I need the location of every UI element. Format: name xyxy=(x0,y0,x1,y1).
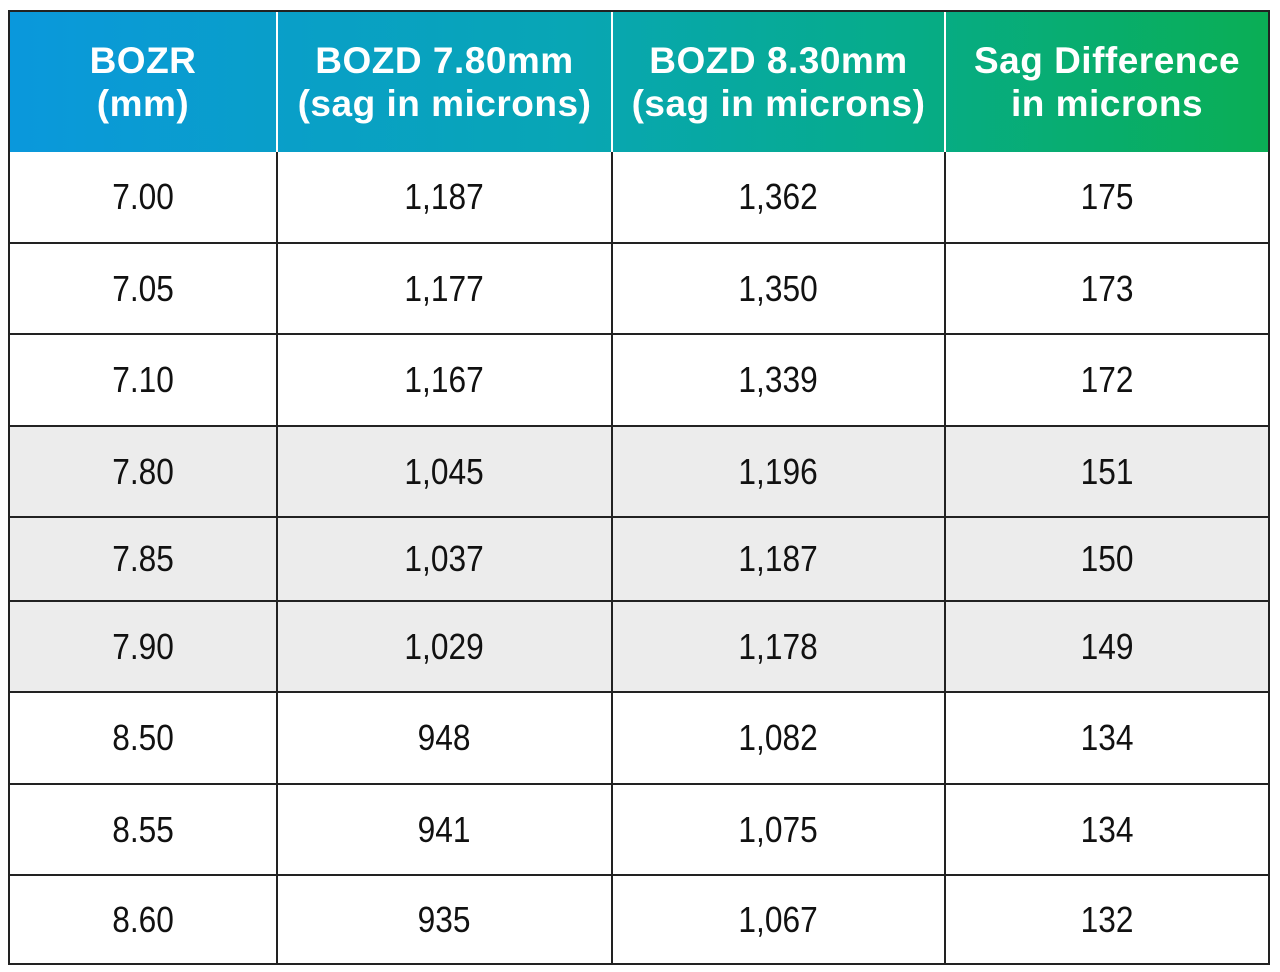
cell-text: 1,362 xyxy=(738,176,819,217)
table-cell: 1,362 xyxy=(613,152,946,244)
cell-text: 1,339 xyxy=(738,359,819,400)
table-cell: 1,167 xyxy=(278,335,613,427)
cell-text: 149 xyxy=(1080,625,1134,667)
table-cell: 7.85 xyxy=(10,518,278,602)
table-cell: 948 xyxy=(278,693,613,785)
table-cell: 134 xyxy=(946,693,1268,785)
table-cell: 1,075 xyxy=(613,785,946,876)
header-text: BOZR xyxy=(89,40,197,81)
table-cell: 1,187 xyxy=(613,518,946,602)
cell-text: 134 xyxy=(1080,717,1134,758)
table-cell: 7.05 xyxy=(10,244,278,335)
table-cell: 8.60 xyxy=(10,876,278,963)
table-cell: 8.55 xyxy=(10,785,278,876)
cell-text: 1,167 xyxy=(404,359,485,400)
table-cell: 7.90 xyxy=(10,602,278,693)
cell-text: 1,082 xyxy=(738,717,819,758)
cell-text: 935 xyxy=(418,898,471,940)
header-text: BOZD 7.80mm xyxy=(315,40,574,81)
cell-text: 8.50 xyxy=(112,717,174,758)
cell-text: 1,187 xyxy=(738,538,819,579)
cell-text: 150 xyxy=(1080,538,1134,579)
table-cell: 151 xyxy=(946,427,1268,518)
table-cell: 1,339 xyxy=(613,335,946,427)
cell-text: 7.85 xyxy=(112,538,174,579)
header-cell: BOZD 7.80mm (sag in microns) xyxy=(278,12,613,152)
table-cell: 1,037 xyxy=(278,518,613,602)
table-cell: 1,082 xyxy=(613,693,946,785)
cell-text: 1,187 xyxy=(404,176,485,217)
header-text: (sag in microns) xyxy=(297,83,592,124)
table-cell: 7.00 xyxy=(10,152,278,244)
header-text: Sag Difference xyxy=(973,40,1241,81)
header-cell: BOZR (mm) xyxy=(10,12,278,152)
cell-text: 1,029 xyxy=(404,625,485,667)
cell-text: 948 xyxy=(418,717,471,758)
cell-text: 151 xyxy=(1080,450,1134,492)
table-cell: 935 xyxy=(278,876,613,963)
header-cell: Sag Difference in microns xyxy=(946,12,1268,152)
header-cell: BOZD 8.30mm (sag in microns) xyxy=(613,12,946,152)
cell-text: 172 xyxy=(1080,359,1134,400)
table-cell: 1,350 xyxy=(613,244,946,335)
cell-text: 1,178 xyxy=(738,625,819,667)
cell-text: 7.90 xyxy=(112,625,174,667)
cell-text: 1,075 xyxy=(738,808,819,850)
cell-text: 7.80 xyxy=(112,450,174,492)
cell-text: 1,037 xyxy=(404,538,485,579)
cell-text: 1,045 xyxy=(404,450,485,492)
header-text: in microns xyxy=(1010,83,1204,124)
table-cell: 7.10 xyxy=(10,335,278,427)
table: BOZR (mm) BOZD 7.80mm (sag in microns) BOZD … xyxy=(8,10,1270,965)
table-cell: 150 xyxy=(946,518,1268,602)
cell-text: 175 xyxy=(1080,176,1134,217)
table-cell: 1,178 xyxy=(613,602,946,693)
table-cell: 1,067 xyxy=(613,876,946,963)
header-text: (sag in microns) xyxy=(631,83,926,124)
table-cell: 1,029 xyxy=(278,602,613,693)
cell-text: 1,350 xyxy=(738,267,819,309)
cell-text: 1,196 xyxy=(738,450,819,492)
table-cell: 1,045 xyxy=(278,427,613,518)
header-row xyxy=(10,12,1268,152)
cell-text: 8.60 xyxy=(112,898,174,940)
header-text: BOZD 8.30mm xyxy=(649,40,908,81)
cell-text: 941 xyxy=(418,808,471,850)
cell-text: 134 xyxy=(1080,808,1134,850)
table-cell: 175 xyxy=(946,152,1268,244)
cell-text: 1,177 xyxy=(404,267,485,309)
table-cell: 173 xyxy=(946,244,1268,335)
cell-text: 7.00 xyxy=(112,176,174,217)
cell-text: 7.05 xyxy=(112,267,174,309)
table-cell: 132 xyxy=(946,876,1268,963)
table-cell: 7.80 xyxy=(10,427,278,518)
cell-text: 1,067 xyxy=(738,898,819,940)
table-cell: 1,196 xyxy=(613,427,946,518)
cell-text: 173 xyxy=(1080,267,1134,309)
cell-text: 7.10 xyxy=(112,359,174,400)
table-cell: 1,187 xyxy=(278,152,613,244)
table-cell: 1,177 xyxy=(278,244,613,335)
cell-text: 8.55 xyxy=(112,808,174,850)
table-cell: 8.50 xyxy=(10,693,278,785)
cell-text: 132 xyxy=(1080,898,1134,940)
table-cell: 134 xyxy=(946,785,1268,876)
table-cell: 149 xyxy=(946,602,1268,693)
table-cell: 172 xyxy=(946,335,1268,427)
table-cell: 941 xyxy=(278,785,613,876)
header-text: (mm) xyxy=(96,83,190,124)
